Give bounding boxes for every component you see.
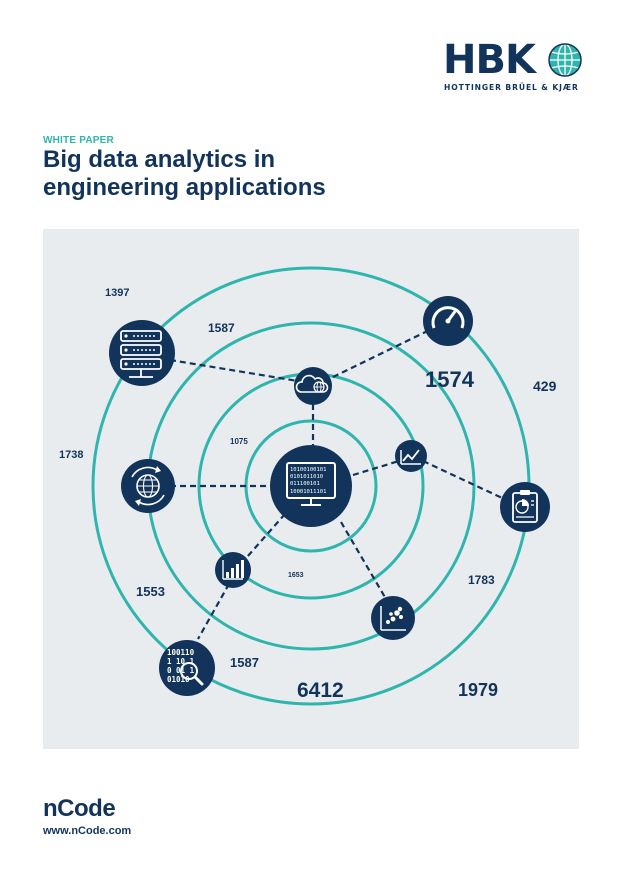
monitor-binary-2: 0101011010 — [290, 474, 323, 480]
server-icon — [109, 320, 175, 386]
recycle-globe-icon — [121, 459, 175, 513]
number-6412: 6412 — [297, 679, 344, 702]
ncode-brand: nCode — [43, 795, 116, 822]
document-type-label: WHITE PAPER — [43, 135, 114, 146]
cloud-globe-icon — [294, 367, 332, 405]
number-1587-bottom: 1587 — [230, 655, 259, 670]
document-title: Big data analytics in engineering applic… — [43, 146, 463, 202]
title-line-2: engineering applications — [43, 174, 326, 201]
monitor-icon: 10100100101 0101011010 011100101 1000101… — [270, 445, 352, 527]
number-1553: 1553 — [136, 584, 165, 599]
title-line-1: Big data analytics in — [43, 146, 276, 173]
number-1075: 1075 — [230, 437, 248, 446]
clipboard-chart-icon — [500, 482, 550, 532]
website-url[interactable]: www.nCode.com — [43, 825, 132, 837]
number-1587-top: 1587 — [208, 321, 235, 335]
magnifier-binary-icon: 100110 1 10 1 0 01 1 01010 — [159, 640, 215, 696]
speedometer-icon — [423, 296, 473, 346]
number-1397: 1397 — [105, 287, 129, 299]
number-1979: 1979 — [458, 680, 498, 700]
concentric-data-diagram: 10100100101 0101011010 011100101 1000101… — [59, 266, 557, 706]
magnifier-binary-4: 01010 — [167, 675, 190, 684]
number-1783: 1783 — [468, 573, 495, 587]
number-1574: 1574 — [425, 367, 475, 392]
scatter-plot-icon — [371, 596, 415, 640]
hbk-logo: HBK HOTTINGER BRÜEL & KJÆR — [443, 40, 593, 95]
number-1653: 1653 — [288, 572, 304, 579]
monitor-binary-1: 10100100101 — [290, 467, 326, 473]
logo-subtitle: HOTTINGER BRÜEL & KJÆR — [444, 83, 579, 92]
bar-chart-icon — [215, 552, 251, 588]
number-1738: 1738 — [59, 449, 83, 461]
illustration-panel: 10100100101 0101011010 011100101 1000101… — [43, 229, 579, 749]
magnifier-binary-1: 100110 — [167, 648, 195, 657]
logo-text: HBK — [443, 37, 536, 83]
monitor-binary-4: 10001011101 — [290, 489, 326, 495]
line-chart-icon — [395, 440, 427, 472]
magnifier-binary-2: 1 10 1 — [167, 657, 195, 666]
number-429: 429 — [533, 378, 557, 394]
monitor-binary-3: 011100101 — [290, 481, 320, 487]
globe-icon — [548, 43, 582, 77]
